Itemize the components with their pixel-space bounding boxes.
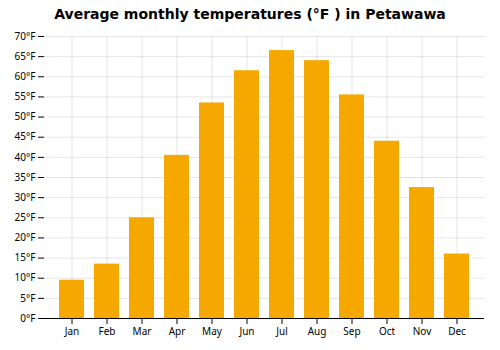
svg-text:Jun: Jun xyxy=(238,324,254,338)
svg-text:Jul: Jul xyxy=(275,324,288,338)
svg-text:60°F: 60°F xyxy=(15,69,36,83)
svg-text:35°F: 35°F xyxy=(15,170,36,184)
svg-text:55°F: 55°F xyxy=(15,89,36,103)
svg-text:70°F: 70°F xyxy=(15,29,36,43)
svg-text:Apr: Apr xyxy=(169,324,186,338)
svg-text:Feb: Feb xyxy=(99,324,116,338)
html-text:Average monthly temperatures (: Average monthly temperatures (°F ) in Pe… xyxy=(54,6,446,22)
svg-text:25°F: 25°F xyxy=(15,210,36,224)
svg-text:45°F: 45°F xyxy=(15,129,36,143)
svg-text:Oct: Oct xyxy=(379,324,396,338)
svg-text:May: May xyxy=(202,324,223,338)
svg-text:Sep: Sep xyxy=(343,324,360,338)
svg-text:Aug: Aug xyxy=(308,324,327,338)
svg-text:Dec: Dec xyxy=(448,324,466,338)
svg-text:30°F: 30°F xyxy=(15,190,36,204)
svg-text:10°F: 10°F xyxy=(15,270,36,284)
svg-text:40°F: 40°F xyxy=(15,150,36,164)
svg-text:20°F: 20°F xyxy=(15,230,36,244)
svg-text:65°F: 65°F xyxy=(15,49,36,63)
svg-text:5°F: 5°F xyxy=(20,291,35,305)
svg-text:50°F: 50°F xyxy=(15,109,36,123)
svg-text:Nov: Nov xyxy=(413,324,432,338)
svg-text:Mar: Mar xyxy=(133,324,152,338)
svg-text:0°F: 0°F xyxy=(20,311,35,325)
svg-text:Jan: Jan xyxy=(64,324,80,338)
svg-text:15°F: 15°F xyxy=(15,250,36,264)
